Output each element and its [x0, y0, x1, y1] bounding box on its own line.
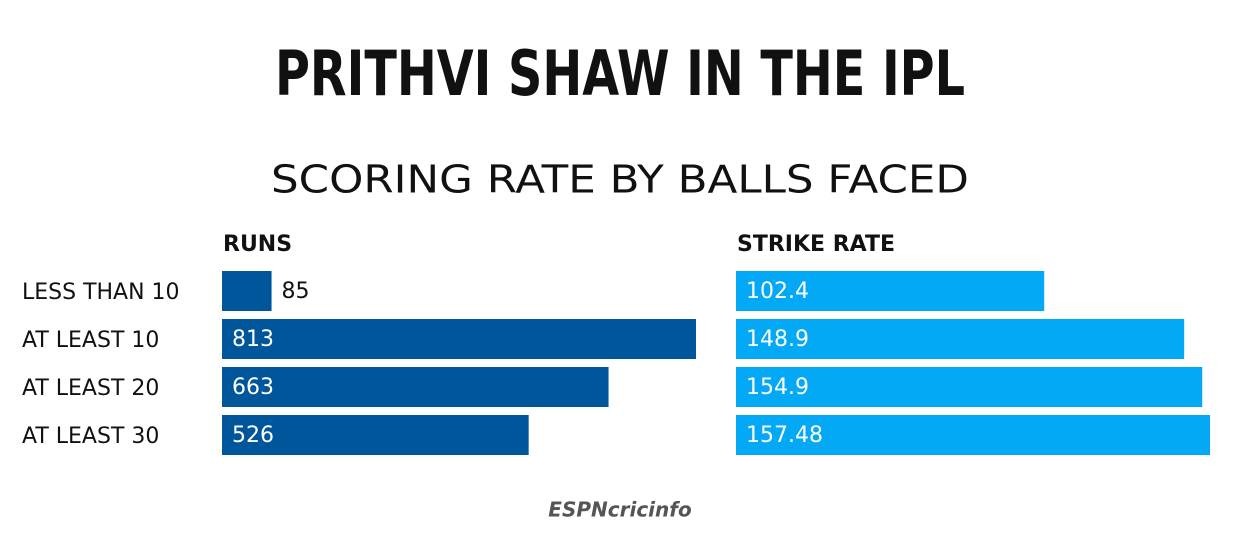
value-label: 102.4	[746, 279, 809, 304]
bar	[736, 415, 1210, 455]
bar	[222, 271, 272, 311]
value-label: 813	[232, 327, 274, 352]
value-label: 148.9	[746, 327, 809, 352]
source-logo: ESPNcricinfo	[548, 498, 692, 522]
bar	[736, 367, 1203, 407]
bar	[736, 319, 1185, 359]
chart-title: PRITHVI SHAW IN THE IPL	[275, 37, 965, 110]
category-label: LESS THAN 10	[22, 280, 180, 305]
category-label: AT LEAST 20	[22, 376, 159, 401]
value-label: 663	[232, 375, 274, 400]
bar	[736, 271, 1045, 311]
value-label: 85	[282, 279, 310, 304]
value-label: 526	[232, 423, 274, 448]
series-header: RUNS	[223, 232, 292, 257]
chart-subtitle: SCORING RATE BY BALLS FACED	[271, 158, 969, 202]
value-label: 157.48	[746, 423, 823, 448]
value-label: 154.9	[746, 375, 809, 400]
series-header: STRIKE RATE	[737, 232, 895, 257]
bar	[222, 415, 529, 455]
category-label: AT LEAST 30	[22, 424, 159, 449]
bar	[222, 319, 696, 359]
bar	[222, 367, 609, 407]
category-label: AT LEAST 10	[22, 328, 159, 353]
